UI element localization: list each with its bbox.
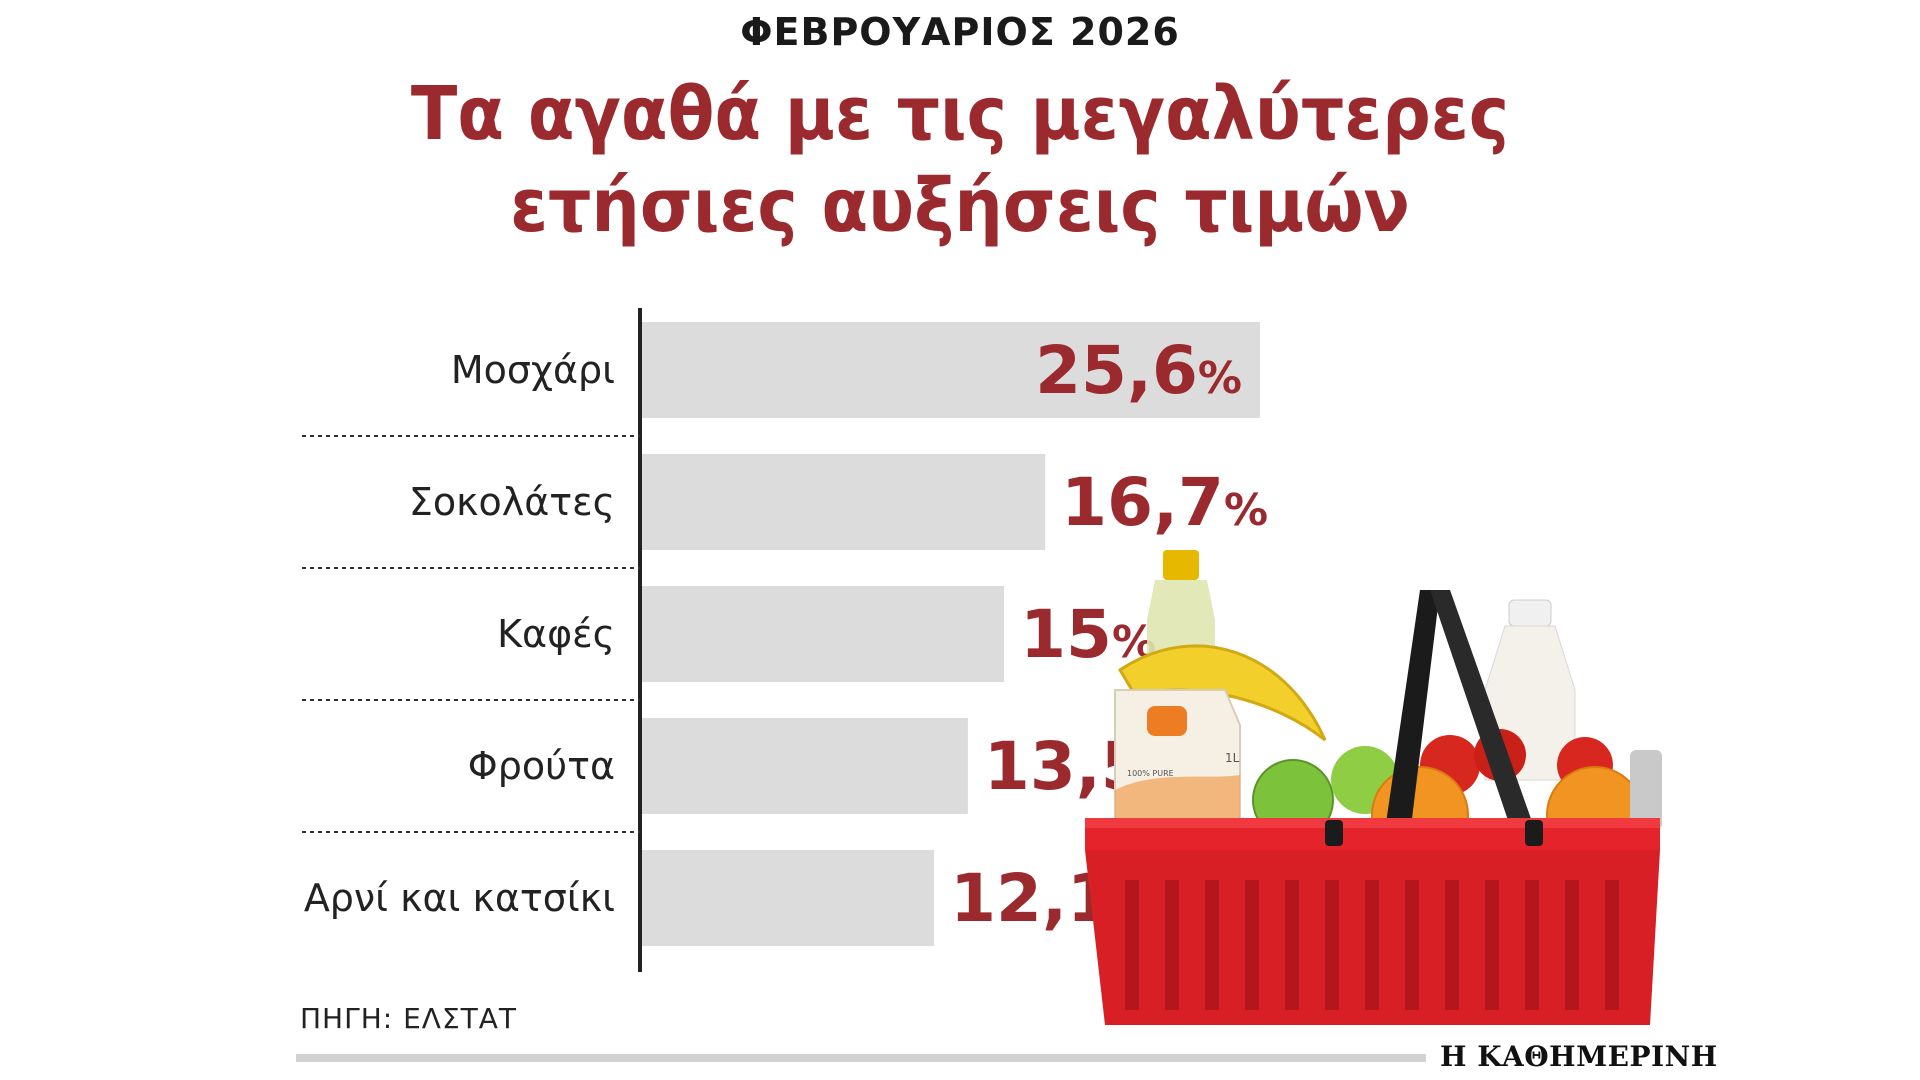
value-number: 25,6 xyxy=(1035,332,1198,409)
bar xyxy=(642,850,935,946)
publisher-logo: Η ΚΑΘΗΜΕΡΙΝΗ xyxy=(1440,1040,1718,1073)
chart-title: Τα αγαθά με τις μεγαλύτερες ετήσιες αυξή… xyxy=(77,68,1843,252)
bar xyxy=(642,586,1005,682)
category-label: Καφές xyxy=(497,612,615,656)
value-number: 15 xyxy=(1020,596,1112,673)
category-label: Αρνί και κατσίκι xyxy=(304,876,615,920)
value-label: 25,6% xyxy=(1035,332,1242,409)
value-unit: % xyxy=(1224,485,1268,536)
value-unit: % xyxy=(1198,353,1242,404)
source-note: ΠΗΓΗ: ΕΛΣΤΑΤ xyxy=(300,1002,517,1035)
category-label: Μοσχάρι xyxy=(451,348,615,392)
bar xyxy=(642,322,1260,418)
carton-text: 100% PURE xyxy=(1127,769,1174,778)
carton-label: 1L xyxy=(1225,751,1240,765)
chart-title-line-2: ετήσιες αυξήσεις τιμών xyxy=(510,163,1410,249)
chart-title-line-1: Τα αγαθά με τις μεγαλύτερες xyxy=(410,71,1510,157)
category-label: Φρούτα xyxy=(468,744,615,788)
value-number: 12,1 xyxy=(950,860,1113,937)
chart-kicker: ΦΕΒΡΟΥΑΡΙΟΣ 2026 xyxy=(740,10,1180,54)
bar xyxy=(642,454,1046,550)
value-number: 16,7 xyxy=(1061,464,1224,541)
bar xyxy=(642,718,968,814)
footer-divider xyxy=(296,1054,1426,1062)
category-label: Σοκολάτες xyxy=(409,480,615,524)
value-label: 16,7% xyxy=(1061,464,1268,541)
grocery-basket-icon: 1L 100% PURE xyxy=(1085,550,1662,1025)
